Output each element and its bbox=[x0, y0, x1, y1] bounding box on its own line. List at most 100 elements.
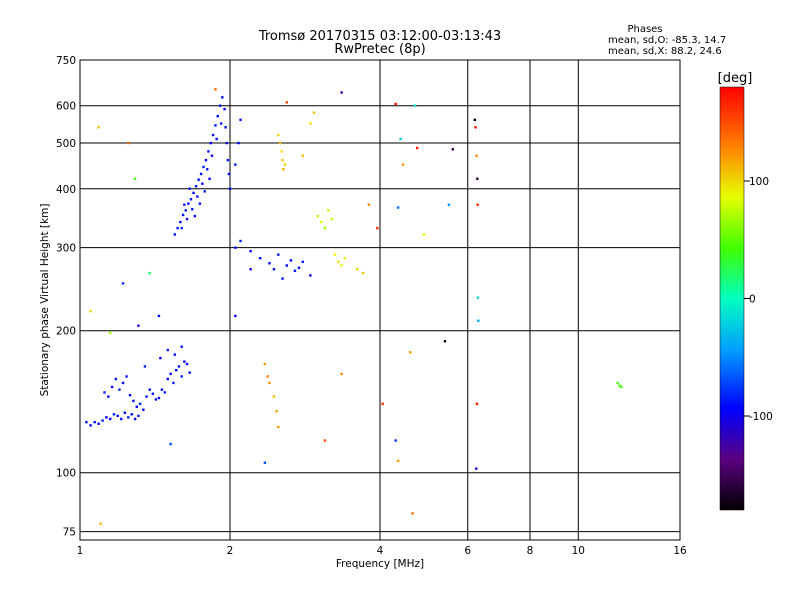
data-point bbox=[183, 203, 186, 206]
data-point bbox=[224, 126, 227, 129]
data-point bbox=[477, 319, 480, 322]
y-tick-label: 100 bbox=[56, 468, 76, 480]
data-point bbox=[184, 209, 187, 212]
data-point bbox=[114, 377, 118, 381]
stats-x-mode: mean, sd,X: 88.2, 24.6 bbox=[608, 46, 722, 57]
data-point bbox=[343, 256, 347, 260]
data-point bbox=[285, 264, 288, 267]
data-point bbox=[109, 331, 112, 334]
data-point bbox=[188, 371, 191, 374]
y-tick-label: 500 bbox=[56, 138, 76, 150]
x-tick-label: 4 bbox=[377, 545, 384, 557]
data-point bbox=[259, 256, 262, 260]
plot-area: 1 2 4 6 8 10 16 75 100 200 300 400 500 600 750 bbox=[56, 55, 687, 557]
data-point bbox=[289, 259, 293, 262]
data-point bbox=[323, 439, 327, 442]
data-point bbox=[283, 163, 287, 166]
data-point bbox=[197, 178, 200, 181]
colorbar-tick-label: 100 bbox=[749, 176, 769, 188]
data-point bbox=[159, 356, 162, 360]
data-point bbox=[189, 198, 193, 201]
data-point bbox=[103, 391, 106, 394]
data-point bbox=[223, 107, 226, 111]
data-point bbox=[272, 395, 276, 398]
data-point bbox=[135, 405, 138, 408]
data-point bbox=[192, 191, 195, 195]
data-point bbox=[272, 268, 276, 271]
data-point bbox=[211, 133, 215, 137]
data-point bbox=[234, 314, 237, 318]
data-point bbox=[293, 269, 297, 272]
data-point bbox=[209, 141, 212, 145]
data-point bbox=[205, 168, 209, 171]
data-point bbox=[394, 102, 397, 106]
data-point bbox=[218, 104, 222, 107]
data-point bbox=[120, 417, 123, 421]
data-point bbox=[116, 414, 119, 418]
data-point bbox=[239, 118, 242, 122]
data-point bbox=[180, 226, 183, 230]
x-axis-ticks: 1 2 4 6 8 10 16 bbox=[77, 545, 687, 557]
data-point bbox=[105, 416, 108, 419]
data-point bbox=[277, 253, 280, 256]
data-point bbox=[172, 381, 175, 385]
data-point bbox=[616, 381, 619, 385]
data-point bbox=[210, 154, 214, 157]
data-point bbox=[268, 381, 271, 385]
data-point bbox=[169, 442, 172, 446]
data-point bbox=[185, 362, 189, 366]
data-point bbox=[301, 154, 305, 157]
data-point bbox=[263, 362, 267, 366]
data-point bbox=[249, 249, 252, 253]
data-point bbox=[204, 158, 208, 162]
data-point bbox=[620, 385, 623, 389]
data-point bbox=[203, 190, 206, 193]
data-point bbox=[177, 365, 181, 368]
data-point bbox=[196, 195, 199, 198]
data-point bbox=[166, 348, 169, 352]
data-point bbox=[333, 253, 337, 256]
data-point bbox=[327, 209, 330, 212]
data-point bbox=[142, 408, 145, 411]
data-point bbox=[157, 314, 161, 318]
data-point bbox=[137, 414, 140, 418]
data-point bbox=[127, 416, 130, 419]
data-point bbox=[99, 522, 102, 525]
data-point bbox=[473, 118, 477, 122]
data-point bbox=[228, 187, 232, 190]
data-point bbox=[127, 141, 130, 145]
data-point bbox=[475, 467, 478, 470]
data-point bbox=[323, 226, 327, 230]
data-point bbox=[175, 368, 178, 372]
data-point bbox=[476, 203, 479, 206]
data-point bbox=[263, 461, 267, 464]
plot-frame bbox=[79, 59, 681, 541]
data-point bbox=[476, 296, 480, 299]
data-point bbox=[180, 345, 183, 348]
data-point bbox=[396, 206, 400, 209]
data-point bbox=[89, 424, 92, 427]
data-point bbox=[239, 239, 242, 243]
data-point bbox=[309, 274, 312, 277]
y-axis-ticks: 75 100 200 300 400 500 600 750 bbox=[56, 55, 76, 539]
data-point bbox=[411, 512, 414, 515]
colorbar: [deg] 100 0 -100 bbox=[718, 71, 773, 511]
data-point bbox=[413, 104, 417, 107]
data-point bbox=[475, 402, 479, 405]
data-point bbox=[367, 203, 371, 206]
colorbar-gradient bbox=[719, 86, 745, 511]
colorbar-ticks: 100 0 -100 bbox=[744, 176, 773, 423]
data-point bbox=[123, 411, 126, 414]
data-point bbox=[188, 187, 191, 190]
data-point bbox=[340, 372, 343, 376]
data-point bbox=[166, 377, 169, 381]
data-point bbox=[110, 385, 114, 389]
data-point bbox=[97, 126, 100, 129]
data-point bbox=[128, 393, 132, 397]
data-point bbox=[198, 202, 202, 205]
y-tick-label: 300 bbox=[56, 243, 76, 255]
data-point bbox=[476, 177, 479, 180]
x-tick-label: 16 bbox=[673, 545, 687, 557]
data-point bbox=[618, 384, 621, 387]
